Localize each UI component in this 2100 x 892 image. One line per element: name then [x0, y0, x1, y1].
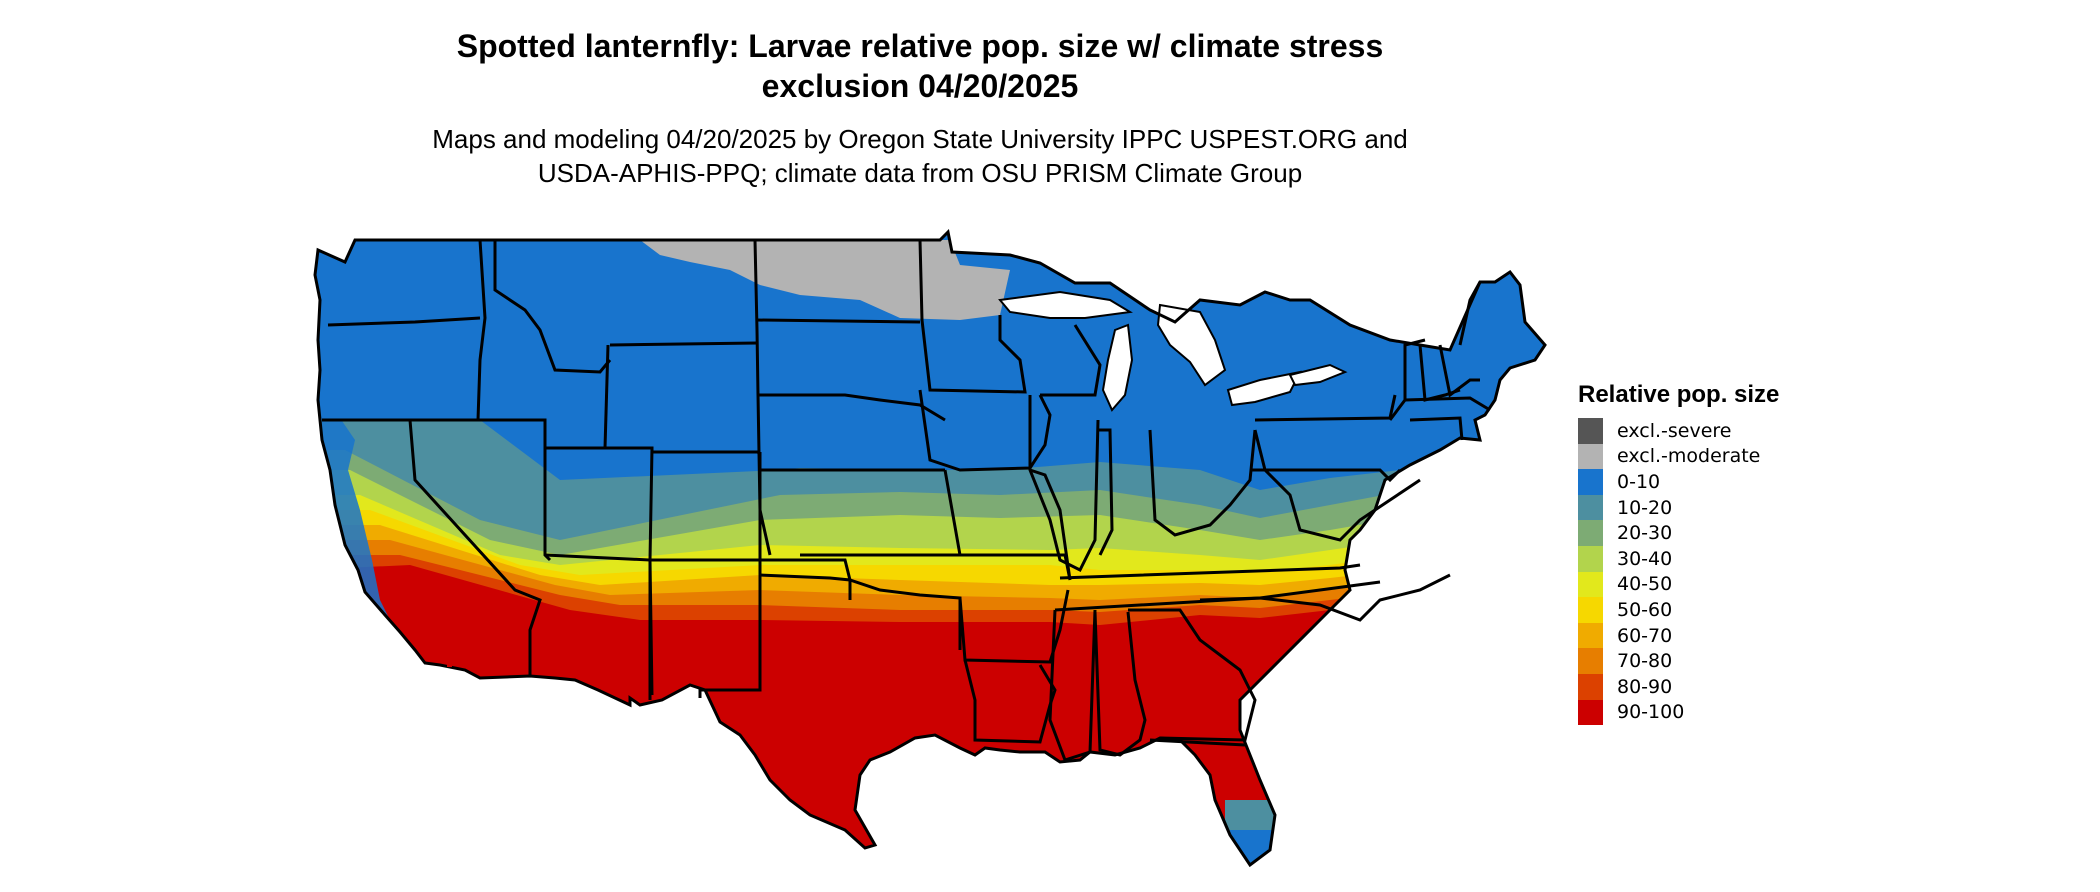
legend-label: 70-80	[1617, 650, 1673, 673]
legend-item: 50-60	[1578, 597, 1779, 623]
great-lakes	[998, 290, 1348, 412]
us-map	[313, 230, 1547, 867]
title-line-1: Spotted lanternfly: Larvae relative pop.…	[456, 28, 1384, 64]
legend: Relative pop. size excl.-severe excl.-mod…	[1578, 380, 1780, 726]
legend-swatch	[1578, 418, 1603, 444]
legend-item: 0-10	[1578, 469, 1779, 495]
legend-swatch	[1578, 699, 1603, 726]
legend-items: excl.-severe excl.-moderate 0-10 10-20 20-30…	[1578, 418, 1779, 726]
legend-label: 10-20	[1617, 496, 1673, 519]
legend-item: excl.-severe	[1578, 418, 1779, 444]
legend-swatch	[1578, 673, 1603, 700]
map-title: Spotted lanternfly: Larvae relative pop.…	[240, 26, 1600, 106]
legend-item: 90-100	[1578, 699, 1779, 726]
legend-label: 20-30	[1617, 522, 1673, 545]
legend-swatch	[1578, 443, 1603, 470]
legend-item: 10-20	[1578, 494, 1779, 521]
legend-item: 70-80	[1578, 648, 1779, 674]
legend-label: excl.-moderate	[1617, 445, 1761, 468]
legend-item: 60-70	[1578, 622, 1779, 649]
legend-label: excl.-severe	[1617, 419, 1732, 442]
legend-item: 80-90	[1578, 673, 1779, 700]
legend-swatch	[1578, 469, 1603, 495]
legend-label: 80-90	[1617, 675, 1673, 698]
legend-item: 20-30	[1578, 520, 1779, 546]
legend-swatch	[1578, 494, 1603, 521]
legend-swatch	[1578, 571, 1603, 598]
legend-label: 90-100	[1617, 701, 1685, 724]
legend-item: excl.-moderate	[1578, 443, 1779, 470]
map-subtitle: Maps and modeling 04/20/2025 by Oregon S…	[240, 122, 1600, 190]
legend-item: 30-40	[1578, 545, 1779, 572]
title-line-2: exclusion 04/20/2025	[761, 68, 1079, 104]
subtitle-line-2: USDA-APHIS-PPQ; climate data from OSU PR…	[537, 158, 1303, 188]
legend-item: 40-50	[1578, 571, 1779, 598]
legend-label: 0-10	[1617, 470, 1661, 493]
legend-label: 40-50	[1617, 573, 1673, 596]
legend-label: 50-60	[1617, 598, 1673, 621]
legend-swatch	[1578, 597, 1603, 623]
legend-swatch	[1578, 545, 1603, 572]
legend-label: 30-40	[1617, 547, 1673, 570]
subtitle-line-1: Maps and modeling 04/20/2025 by Oregon S…	[432, 124, 1408, 154]
legend-swatch	[1578, 520, 1603, 546]
legend-label: 60-70	[1617, 624, 1673, 647]
legend-title: Relative pop. size	[1578, 381, 1780, 408]
legend-swatch	[1578, 648, 1603, 674]
island-specks	[420, 640, 452, 667]
legend-swatch	[1578, 622, 1603, 649]
state-borders	[313, 230, 1547, 867]
